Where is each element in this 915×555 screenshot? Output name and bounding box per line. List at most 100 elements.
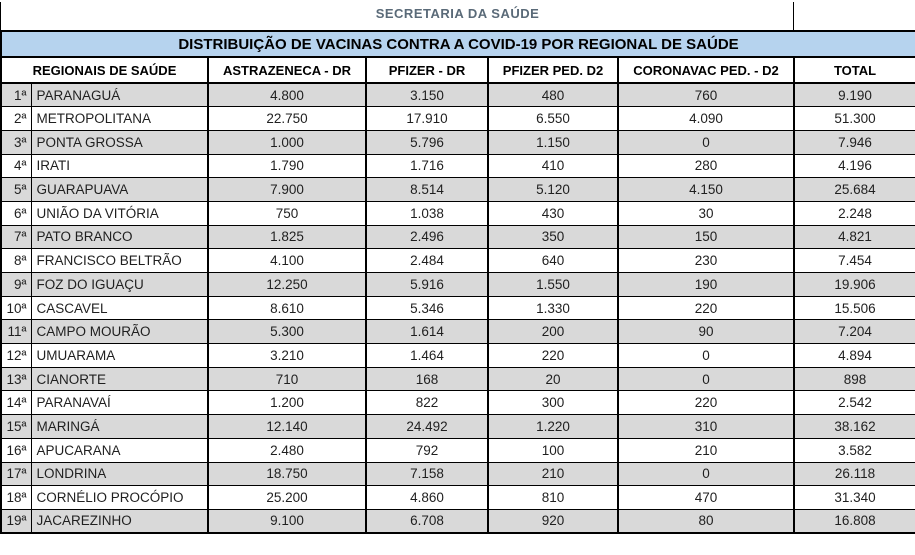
pfizer-dr-cell: 822 [365,390,489,416]
pfizer-dr-cell: 168 [365,366,489,392]
table-row: 13ª CIANORTE 710 168 20 0 898 [0,366,915,392]
row-number-cell: 8ª [0,248,32,273]
pfizer-dr-cell: 1.464 [365,343,489,368]
astrazeneca-dr-cell: 8.610 [207,295,367,321]
row-number-cell: 16ª [0,437,32,463]
pfizer-ped-d2-cell: 6.550 [487,106,619,131]
pfizer-dr-cell: 5.796 [365,129,489,155]
total-cell: 25.684 [792,177,915,202]
table-header-row: REGIONAIS DE SAÚDE ASTRAZENECA - DR PFIZ… [0,56,915,84]
total-cell: 3.582 [792,437,915,463]
pfizer-dr-cell: 24.492 [365,414,489,439]
region-name-cell: METROPOLITANA [30,106,209,131]
coronavac-ped-d2-cell: 280 [617,153,795,179]
pfizer-dr-cell: 8.514 [365,177,489,202]
pfizer-ped-d2-cell: 210 [487,461,619,487]
row-number-cell: 17ª [0,461,32,487]
row-number-cell: 18ª [0,485,32,510]
total-cell: 31.340 [792,485,915,510]
pfizer-dr-cell: 1.614 [365,319,489,345]
pfizer-ped-d2-cell: 300 [487,390,619,416]
region-name-cell: JACAREZINHO [30,508,209,534]
region-name-cell: CASCAVEL [30,295,209,321]
pfizer-dr-cell: 2.496 [365,224,489,250]
total-cell: 7.946 [792,129,915,155]
astrazeneca-dr-cell: 2.480 [207,437,367,463]
pfizer-ped-d2-cell: 410 [487,153,619,179]
coronavac-ped-d2-cell: 0 [617,461,795,487]
table-row: 5ª GUARAPUAVA 7.900 8.514 5.120 4.150 25… [0,177,915,202]
coronavac-ped-d2-cell: 4.090 [617,106,795,131]
pfizer-ped-d2-cell: 810 [487,485,619,510]
row-number-cell: 13ª [0,366,32,392]
coronavac-ped-d2-cell: 0 [617,129,795,155]
col-header-pfizer-ped-d2: PFIZER PED. D2 [487,56,619,84]
astrazeneca-dr-cell: 7.900 [207,177,367,202]
pfizer-ped-d2-cell: 220 [487,343,619,368]
pfizer-dr-cell: 17.910 [365,106,489,131]
astrazeneca-dr-cell: 22.750 [207,106,367,131]
region-name-cell: PATO BRANCO [30,224,209,250]
pfizer-dr-cell: 4.860 [365,485,489,510]
coronavac-ped-d2-cell: 4.150 [617,177,795,202]
table-row: 9ª FOZ DO IGUAÇU 12.250 5.916 1.550 190 … [0,272,915,297]
total-cell: 4.894 [792,343,915,368]
region-name-cell: GUARAPUAVA [30,177,209,202]
region-name-cell: LONDRINA [30,461,209,487]
table-row: 8ª FRANCISCO BELTRÃO 4.100 2.484 640 230… [0,248,915,273]
row-number-cell: 15ª [0,414,32,439]
pfizer-dr-cell: 3.150 [365,82,489,108]
pfizer-dr-cell: 7.158 [365,461,489,487]
total-cell: 26.118 [792,461,915,487]
total-cell: 2.542 [792,390,915,416]
coronavac-ped-d2-cell: 90 [617,319,795,345]
row-number-cell: 10ª [0,295,32,321]
page-title: SECRETARIA DA SAÚDE [375,6,540,21]
pfizer-ped-d2-cell: 350 [487,224,619,250]
astrazeneca-dr-cell: 4.100 [207,248,367,273]
total-cell: 898 [792,366,915,392]
table-row: 16ª APUCARANA 2.480 792 100 210 3.582 [0,437,915,463]
table-row: 10ª CASCAVEL 8.610 5.346 1.330 220 15.50… [0,295,915,321]
total-cell: 4.196 [792,153,915,179]
table-row: 3ª PONTA GROSSA 1.000 5.796 1.150 0 7.94… [0,129,915,155]
col-header-coronavac-ped-d2: CORONAVAC PED. - D2 [617,56,795,84]
table-row: 17ª LONDRINA 18.750 7.158 210 0 26.118 [0,461,915,487]
table-row: 6ª UNIÃO DA VITÓRIA 750 1.038 430 30 2.2… [0,200,915,226]
total-cell: 2.248 [792,200,915,226]
astrazeneca-dr-cell: 3.210 [207,343,367,368]
coronavac-ped-d2-cell: 30 [617,200,795,226]
table-row: 14ª PARANAVAÍ 1.200 822 300 220 2.542 [0,390,915,416]
region-name-cell: CIANORTE [30,366,209,392]
region-name-cell: UNIÃO DA VITÓRIA [30,200,209,226]
total-cell: 4.821 [792,224,915,250]
row-number-cell: 9ª [0,272,32,297]
row-number-cell: 2ª [0,106,32,131]
coronavac-ped-d2-cell: 0 [617,366,795,392]
pfizer-dr-cell: 5.916 [365,272,489,297]
coronavac-ped-d2-cell: 220 [617,295,795,321]
row-number-cell: 3ª [0,129,32,155]
pfizer-ped-d2-cell: 20 [487,366,619,392]
pfizer-ped-d2-cell: 100 [487,437,619,463]
vaccine-distribution-table: DISTRIBUIÇÃO DE VACINAS CONTRA A COVID-1… [0,30,915,535]
coronavac-ped-d2-cell: 230 [617,248,795,273]
pfizer-ped-d2-cell: 480 [487,82,619,108]
total-cell: 9.190 [792,82,915,108]
pfizer-ped-d2-cell: 920 [487,508,619,534]
coronavac-ped-d2-cell: 760 [617,82,795,108]
table-row: 11ª CAMPO MOURÃO 5.300 1.614 200 90 7.20… [0,319,915,345]
astrazeneca-dr-cell: 18.750 [207,461,367,487]
pfizer-dr-cell: 1.716 [365,153,489,179]
row-number-cell: 12ª [0,343,32,368]
region-name-cell: PONTA GROSSA [30,129,209,155]
region-name-cell: UMUARAMA [30,343,209,368]
total-cell: 7.454 [792,248,915,273]
coronavac-ped-d2-cell: 150 [617,224,795,250]
astrazeneca-dr-cell: 1.825 [207,224,367,250]
region-name-cell: APUCARANA [30,437,209,463]
total-cell: 15.506 [792,295,915,321]
total-cell: 19.906 [792,272,915,297]
total-cell: 38.162 [792,414,915,439]
